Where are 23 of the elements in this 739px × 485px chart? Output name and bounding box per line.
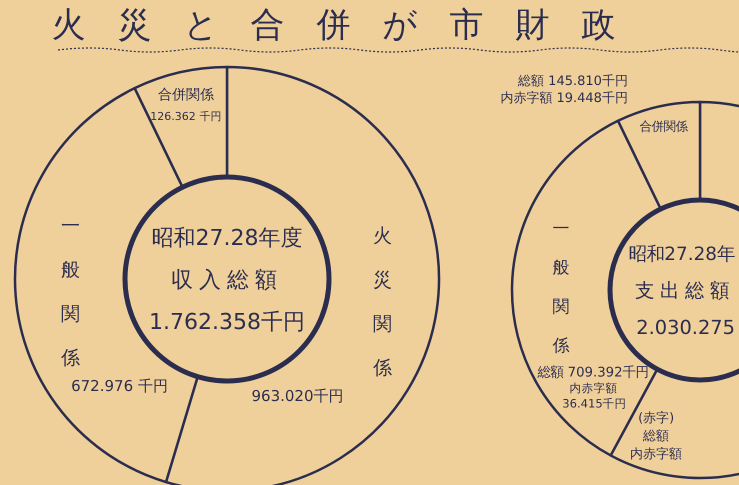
- data-label: 672.976 千円: [71, 376, 168, 395]
- text: 2.030.275: [636, 316, 735, 340]
- slice-label: 一般関係: [60, 214, 80, 369]
- text: 36.415千円: [562, 396, 627, 411]
- data-label: 963.020千円: [251, 387, 344, 406]
- text: 支出総額: [635, 279, 735, 302]
- slice-label: 合併関係: [158, 87, 214, 104]
- text: 収入総額: [171, 268, 283, 293]
- text: 1.762.358千円: [149, 310, 305, 335]
- text: 内赤字額: [570, 380, 618, 395]
- chart-title: 火災と合併が市財政: [52, 5, 648, 45]
- data-label: 総額 145.810千円: [517, 74, 628, 89]
- text: 内赤字額 19.448千円: [500, 90, 628, 106]
- data-label: 総額 709.392千円: [536, 365, 649, 380]
- slice-label: 火災関係: [372, 225, 392, 380]
- text: 昭和27.28年: [628, 244, 735, 265]
- text: 総額: [642, 428, 670, 444]
- slice-label: 合併関係: [639, 118, 688, 134]
- text: 内赤字額: [630, 446, 682, 462]
- text: (赤字): [638, 410, 674, 426]
- text: 昭和27.28年度: [152, 226, 302, 251]
- slice-label: 一般関係: [552, 218, 570, 356]
- data-label: 126.362 千円: [150, 110, 222, 124]
